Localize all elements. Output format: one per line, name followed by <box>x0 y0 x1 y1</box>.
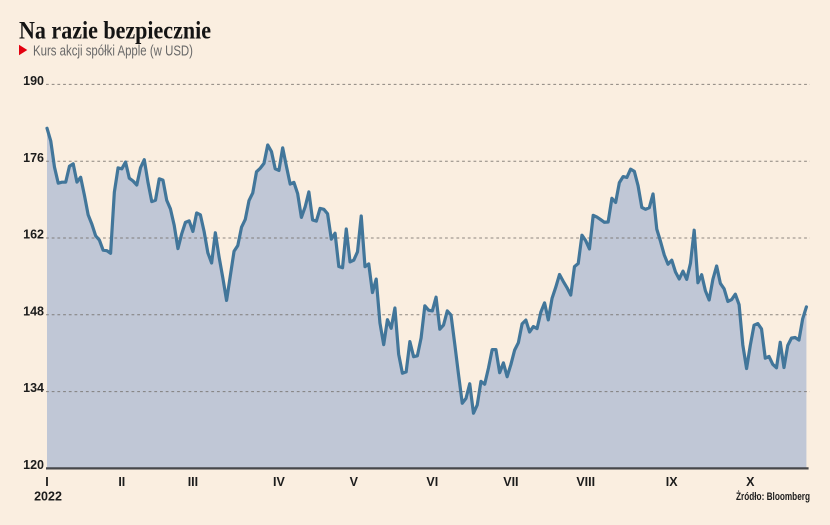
svg-text:Żródło: Bloomberg: Żródło: Bloomberg <box>736 490 810 503</box>
svg-text:2022: 2022 <box>34 490 62 504</box>
svg-text:120: 120 <box>23 458 44 472</box>
svg-text:IV: IV <box>273 475 285 489</box>
svg-text:176: 176 <box>23 151 44 165</box>
svg-text:VI: VI <box>426 475 438 489</box>
svg-text:134: 134 <box>23 381 44 395</box>
svg-text:V: V <box>350 475 359 489</box>
svg-text:VII: VII <box>503 475 518 489</box>
svg-text:148: 148 <box>23 304 44 318</box>
svg-text:162: 162 <box>23 228 44 242</box>
svg-text:IX: IX <box>666 475 678 489</box>
svg-text:III: III <box>188 475 198 489</box>
svg-text:I: I <box>45 475 48 489</box>
svg-text:VIII: VIII <box>576 475 595 489</box>
svg-text:X: X <box>746 475 755 489</box>
svg-text:II: II <box>118 475 125 489</box>
svg-text:Na razie bezpiecznie: Na razie bezpiecznie <box>19 18 211 45</box>
svg-text:190: 190 <box>23 74 44 88</box>
svg-text:Kurs akcji spółki Apple (w USD: Kurs akcji spółki Apple (w USD) <box>33 44 193 60</box>
